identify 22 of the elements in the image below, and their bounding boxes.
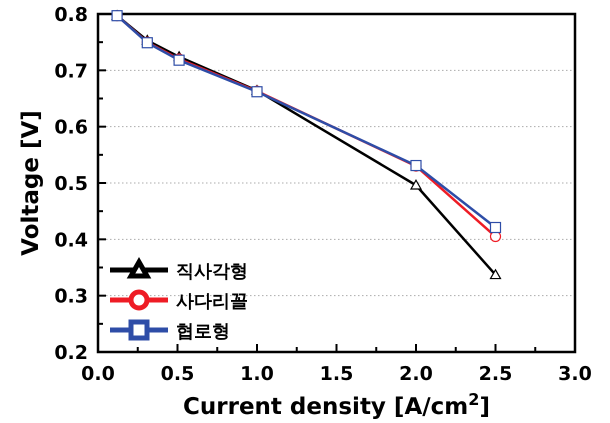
- point: [490, 222, 502, 234]
- y-axis-title: Voltage [V]: [18, 110, 44, 256]
- x-tick-label: 1.5: [320, 363, 354, 385]
- y-tick-label: 0.4: [54, 229, 88, 252]
- x-tick-label: 0.0: [81, 363, 115, 385]
- legend-label: 협로형: [176, 321, 230, 342]
- y-tick-label: 0.5: [54, 173, 88, 195]
- x-tick-label: 2.0: [399, 363, 433, 385]
- y-tick-label: 0.2: [54, 342, 88, 364]
- y-tick-label: 0.6: [54, 116, 88, 139]
- legend-label: 사다리꼴: [176, 291, 248, 312]
- x-tick-label: 2.5: [478, 363, 512, 385]
- y-tick-label: 0.8: [54, 4, 88, 26]
- point: [410, 180, 422, 190]
- point: [490, 269, 502, 280]
- x-tick-label: 1.0: [240, 363, 274, 385]
- x-tick-label: 0.5: [160, 363, 194, 385]
- x-axis-title: Current density [A/cm$^{2}$]: [183, 390, 490, 420]
- x-tick-label: 3.0: [558, 363, 592, 385]
- legend-label: 직사각형: [176, 261, 248, 282]
- y-tick-label: 0.3: [54, 286, 88, 308]
- y-tick-label: 0.7: [54, 60, 88, 82]
